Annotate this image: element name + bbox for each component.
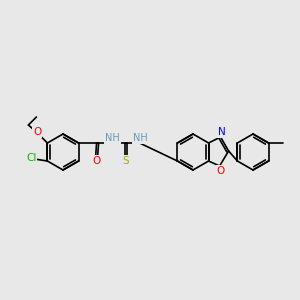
Text: O: O <box>92 156 101 166</box>
Text: S: S <box>122 156 129 166</box>
Text: O: O <box>217 166 225 176</box>
Text: N: N <box>218 127 226 137</box>
Text: Cl: Cl <box>26 153 37 163</box>
Text: NH: NH <box>105 133 120 143</box>
Text: NH: NH <box>133 133 148 143</box>
Text: O: O <box>33 127 41 137</box>
